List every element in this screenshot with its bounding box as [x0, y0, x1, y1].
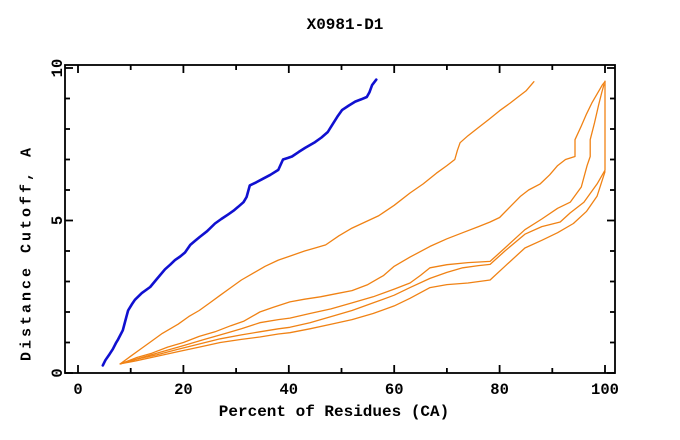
y-tick-label: 10: [49, 59, 67, 78]
x-tick-label: 40: [279, 381, 298, 399]
orange-curve-1: [119, 81, 535, 365]
x-tick-label: 60: [385, 381, 404, 399]
x-tick-label: 20: [174, 381, 193, 399]
orange-curve-2: [119, 81, 606, 365]
blue-curve: [101, 78, 378, 367]
orange-curve-3: [119, 84, 605, 365]
chart-title: X0981-D1: [306, 16, 384, 34]
x-axis-label: Percent of Residues (CA): [218, 403, 450, 421]
plot-frame: [64, 64, 616, 374]
x-tick-label: 0: [73, 381, 82, 399]
y-axis-label: Distance Cutoff, A: [18, 144, 36, 362]
orange-curve-4: [119, 80, 606, 365]
y-tick-label: 0: [49, 368, 67, 377]
x-tick-label: 100: [591, 381, 619, 399]
x-tick-label: 80: [490, 381, 509, 399]
y-tick-label: 5: [49, 216, 67, 225]
orange-curve-5: [119, 171, 606, 365]
